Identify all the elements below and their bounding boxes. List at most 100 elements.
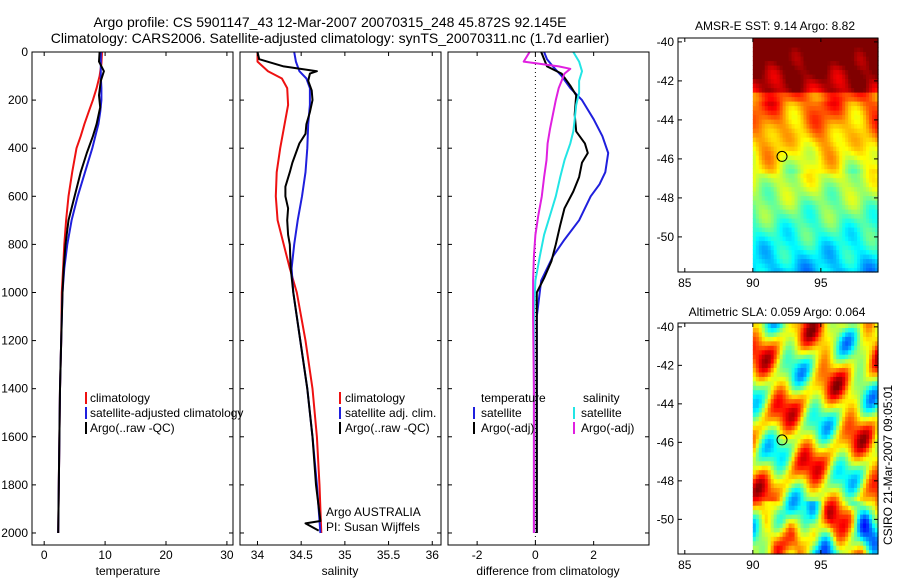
heatmap-cell: [863, 231, 867, 237]
heatmap-cell: [851, 150, 855, 156]
heatmap-cell: [848, 442, 852, 448]
heatmap-cell: [842, 323, 846, 329]
heatmap-cell: [755, 398, 760, 404]
heatmap-cell: [821, 380, 825, 386]
heatmap-cell: [788, 227, 793, 233]
heatmap-cell: [827, 218, 831, 224]
heatmap-cell: [821, 74, 825, 80]
heatmap-cell: [857, 358, 861, 364]
heatmap-cell: [815, 168, 819, 174]
heatmap-cell: [869, 451, 873, 457]
heatmap-cell: [869, 56, 873, 62]
heatmap-cell: [863, 42, 867, 48]
heatmap-cell: [854, 141, 858, 147]
heatmap-cell: [836, 491, 840, 497]
heatmap-cell: [764, 137, 769, 143]
heatmap-cell: [821, 168, 825, 174]
heatmap-cell: [842, 132, 846, 138]
heatmap-cell: [770, 398, 775, 404]
series-line: [57, 52, 103, 534]
heatmap-cell: [767, 200, 772, 206]
heatmap-cell: [770, 240, 775, 246]
heatmap-cell: [770, 114, 775, 120]
heatmap-cell: [803, 168, 808, 174]
heatmap-cell: [857, 110, 861, 116]
heatmap-cell: [848, 101, 852, 107]
heatmap-cell: [842, 78, 846, 84]
heatmap-cell: [788, 92, 793, 98]
heatmap-cell: [752, 451, 757, 457]
heatmap-cell: [872, 336, 876, 342]
heatmap-cell: [815, 376, 819, 382]
heatmap-cell: [776, 349, 781, 355]
heatmap-cell: [764, 231, 769, 237]
heatmap-cell: [818, 465, 822, 471]
heatmap-cell: [854, 540, 858, 546]
heatmap-cell: [785, 137, 790, 143]
heatmap-cell: [860, 420, 864, 426]
heatmap-cell: [797, 500, 802, 506]
heatmap-cell: [785, 509, 790, 515]
heatmap-cell: [875, 425, 879, 431]
heatmap-cell: [773, 173, 778, 179]
heatmap-cell: [824, 522, 828, 528]
heatmap-cell: [821, 411, 825, 417]
heatmap-cell: [758, 425, 763, 431]
heatmap-cell: [752, 263, 757, 269]
heatmap-cell: [830, 487, 834, 493]
heatmap-cell: [854, 354, 858, 360]
heatmap-cell: [824, 505, 828, 511]
heatmap-cell: [827, 123, 831, 129]
heatmap-cell: [779, 200, 784, 206]
heatmap-cell: [803, 465, 808, 471]
heatmap-cell: [815, 146, 819, 152]
heatmap-cell: [863, 549, 867, 555]
heatmap-cell: [827, 389, 831, 395]
heatmap-cell: [782, 213, 787, 219]
heatmap-cell: [827, 376, 831, 382]
heatmap-cell: [776, 69, 781, 75]
heatmap-cell: [818, 209, 822, 215]
heatmap-cell: [830, 540, 834, 546]
heatmap-cell: [794, 150, 799, 156]
heatmap-cell: [821, 367, 825, 373]
heatmap-cell: [851, 65, 855, 71]
heatmap-cell: [770, 340, 775, 346]
heatmap-cell: [863, 371, 867, 377]
heatmap-cell: [854, 42, 858, 48]
heatmap-cell: [863, 267, 867, 273]
heatmap-cell: [779, 336, 784, 342]
heatmap-cell: [857, 38, 861, 44]
heatmap-cell: [821, 491, 825, 497]
heatmap-cell: [776, 487, 781, 493]
heatmap-cell: [821, 60, 825, 66]
heatmap-cell: [788, 474, 793, 480]
heatmap-cell: [830, 456, 834, 462]
heatmap-cell: [842, 155, 846, 161]
heatmap-cell: [758, 474, 763, 480]
heatmap-cell: [761, 411, 766, 417]
heatmap-cell: [869, 394, 873, 400]
heatmap-cell: [797, 236, 802, 242]
heatmap-cell: [848, 56, 852, 62]
heatmap-cell: [800, 340, 805, 346]
heatmap-cell: [857, 245, 861, 251]
heatmap-cell: [842, 389, 846, 395]
heatmap-cell: [842, 173, 846, 179]
heatmap-cell: [770, 411, 775, 417]
heatmap-cell: [776, 451, 781, 457]
heatmap-cell: [785, 209, 790, 215]
heatmap-cell: [875, 74, 879, 80]
heatmap-cell: [845, 56, 849, 62]
x-tick-label: 0: [532, 548, 539, 562]
heatmap-cell: [806, 42, 811, 48]
heatmap-cell: [824, 402, 828, 408]
heatmap-cell: [806, 150, 811, 156]
heatmap-cell: [833, 349, 837, 355]
heatmap-cell: [818, 96, 822, 102]
heatmap-cell: [770, 110, 775, 116]
heatmap-cell: [803, 227, 808, 233]
heatmap-cell: [818, 236, 822, 242]
heatmap-cell: [770, 434, 775, 440]
heatmap-cell: [791, 469, 796, 475]
